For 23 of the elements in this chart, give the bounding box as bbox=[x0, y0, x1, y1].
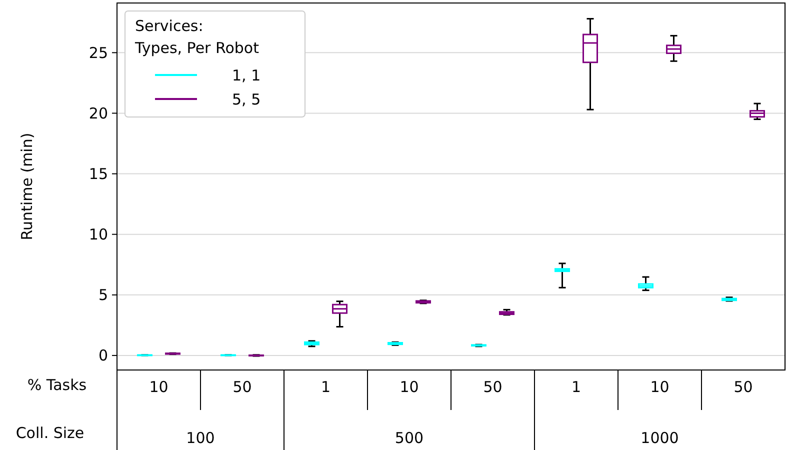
text: Coll. Size bbox=[16, 424, 84, 442]
x-tick-label: 1 bbox=[571, 378, 582, 396]
y-axis-title: Runtime (min) bbox=[18, 132, 36, 240]
text: 1000 bbox=[640, 429, 679, 447]
x-tick-label: 10 bbox=[400, 378, 419, 396]
x-tick-label: 50 bbox=[232, 378, 252, 396]
x-tick-label: 10 bbox=[149, 378, 168, 396]
y-tick-label: 5 bbox=[98, 286, 108, 304]
x-tick-label: 1 bbox=[320, 378, 331, 396]
y-tick-label: 15 bbox=[88, 165, 108, 184]
y-tick-label: 10 bbox=[88, 226, 108, 244]
text: 500 bbox=[394, 429, 424, 447]
legend-label: 5, 5 bbox=[232, 90, 261, 108]
y-tick-label: 20 bbox=[88, 104, 108, 122]
x-tick-label: 50 bbox=[483, 378, 502, 396]
legend-label: 1, 1 bbox=[232, 66, 261, 84]
text: % Tasks bbox=[27, 376, 87, 394]
text: 100 bbox=[186, 429, 215, 447]
x-tick-label: 50 bbox=[734, 378, 753, 396]
legend-title: Services: Types, Per Robot bbox=[134, 17, 260, 57]
x-tick-label: 10 bbox=[650, 378, 670, 396]
y-tick-label: 25 bbox=[88, 44, 108, 62]
y-tick-label: 0 bbox=[98, 346, 108, 365]
